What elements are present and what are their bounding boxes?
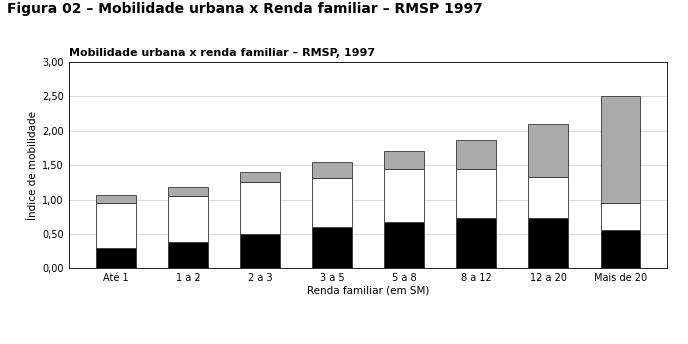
Bar <box>168 187 208 196</box>
Bar <box>168 196 208 242</box>
Bar <box>456 218 496 268</box>
Y-axis label: Índice de mobilidade: Índice de mobilidade <box>28 111 38 219</box>
Bar <box>240 234 280 268</box>
Bar <box>312 162 352 178</box>
Bar <box>601 96 640 203</box>
Bar <box>456 169 496 218</box>
Bar <box>168 242 208 268</box>
X-axis label: Renda familiar (em SM): Renda familiar (em SM) <box>307 286 429 296</box>
Bar <box>528 124 568 177</box>
Bar <box>528 177 568 218</box>
Bar <box>240 172 280 182</box>
Bar <box>96 248 136 268</box>
Bar <box>456 140 496 169</box>
Bar <box>601 203 640 230</box>
Bar <box>96 195 136 203</box>
Bar <box>601 230 640 268</box>
Bar <box>385 151 424 169</box>
Bar <box>240 182 280 234</box>
Bar <box>385 222 424 268</box>
Bar <box>312 178 352 227</box>
Text: Figura 02 – Mobilidade urbana x Renda familiar – RMSP 1997: Figura 02 – Mobilidade urbana x Renda fa… <box>7 2 482 16</box>
Bar <box>312 227 352 268</box>
Text: Mobilidade urbana x renda familiar – RMSP, 1997: Mobilidade urbana x renda familiar – RMS… <box>69 49 375 58</box>
Bar <box>385 169 424 222</box>
Bar <box>528 218 568 268</box>
Bar <box>96 203 136 248</box>
